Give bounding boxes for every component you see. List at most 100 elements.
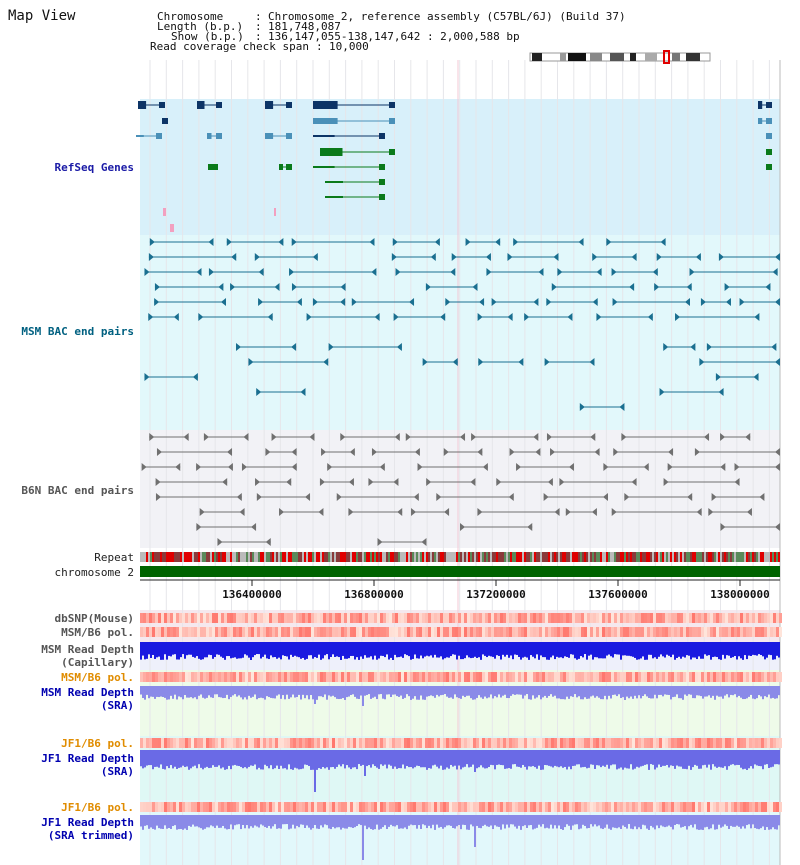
jf1-trim-depth — [362, 815, 364, 860]
msm-cap-depth — [224, 642, 226, 660]
jf1-pol2-cell — [779, 802, 782, 812]
b6n-bac-end — [631, 478, 637, 486]
jf1-pol-cell — [458, 738, 461, 748]
jf1-trim-depth — [680, 815, 682, 828]
jf1-sra-depth — [500, 750, 502, 766]
repeat-mark — [592, 552, 594, 562]
jf1-pol-cell — [503, 738, 506, 748]
b6n-bac-end — [155, 478, 161, 486]
jf1-pol2-cell — [728, 802, 731, 812]
msm-pol-cell — [659, 627, 662, 637]
jf1-pol2-cell — [203, 802, 206, 812]
jf1-pol2-cell — [170, 802, 173, 812]
jf1-pol2-cell — [743, 802, 746, 812]
msm-pol2-cell — [356, 672, 359, 682]
repeat-mark — [320, 552, 322, 562]
jf1-pol-cell — [608, 738, 611, 748]
msm-sra-depth — [266, 686, 268, 697]
jf1-trim-depth — [364, 815, 366, 826]
jf1-pol2-cell — [527, 802, 530, 812]
msm-sra-depth — [522, 686, 524, 699]
msm-bac-end — [445, 298, 451, 306]
msm-pol-cell — [560, 627, 563, 637]
dbsnp-cell — [503, 613, 506, 623]
jf1-trim-depth — [726, 815, 728, 826]
msm-sra-depth — [444, 686, 446, 695]
msm-cap-depth — [664, 642, 666, 658]
b6n-bac-end — [775, 463, 780, 471]
msm-pol-cell — [452, 627, 455, 637]
msm-sra-depth — [688, 686, 690, 695]
repeat-mark — [444, 552, 446, 562]
msm-cap-depth — [560, 642, 562, 658]
b6n-bac-end — [746, 508, 752, 516]
jf1-pol2-cell — [761, 802, 764, 812]
jf1-trim-depth — [246, 815, 248, 826]
msm-pol2-cell — [569, 672, 572, 682]
ideogram-band — [686, 53, 700, 61]
jf1-pol-cell — [704, 738, 707, 748]
msm-cap-depth — [588, 642, 590, 656]
jf1-sra-depth — [654, 750, 656, 770]
msm-cap-depth — [324, 642, 326, 656]
msm-sra-depth — [652, 686, 654, 699]
jf1-sra-depth — [578, 750, 580, 765]
msm-cap-depth — [592, 642, 594, 660]
repeat-mark — [260, 552, 262, 562]
jf1-sra-depth — [678, 750, 680, 767]
repeat-mark — [576, 552, 578, 562]
msm-pol2-cell — [698, 672, 701, 682]
msm-sra-depth — [262, 686, 264, 699]
repeat-mark — [228, 552, 230, 562]
msm-pol-cell — [179, 627, 182, 637]
jf1-pol-cell — [596, 738, 599, 748]
dbsnp-cell — [269, 613, 272, 623]
repeat-mark — [682, 552, 684, 562]
jf1-pol-cell — [563, 738, 566, 748]
jf1-pol2-cell — [158, 802, 161, 812]
jf1-sra-depth — [620, 750, 622, 768]
jf1-pol-cell — [404, 738, 407, 748]
jf1-sra-depth — [682, 750, 684, 769]
repeat-mark — [654, 552, 656, 562]
jf1-sra-depth — [592, 750, 594, 765]
msm-pol2-cell — [464, 672, 467, 682]
repeat-mark — [162, 552, 164, 562]
jf1-pol-cell — [296, 738, 299, 748]
jf1-pol2-cell — [557, 802, 560, 812]
msm-pol2-cell — [194, 672, 197, 682]
jf1-pol2-cell — [581, 802, 584, 812]
repeat-mark — [562, 552, 564, 562]
jf1-trim-depth — [754, 815, 756, 829]
jf1-pol-cell — [521, 738, 524, 748]
jf1-trim-depth — [382, 815, 384, 828]
jf1-pol-cell — [413, 738, 416, 748]
msm-cap-depth — [310, 642, 312, 656]
repeat-mark — [772, 552, 774, 562]
repeat-mark — [520, 552, 522, 562]
jf1-trim-depth — [692, 815, 694, 828]
axis-tick-label: 136400000 — [222, 588, 282, 601]
jf1-pol-cell — [587, 738, 590, 748]
msm-cap-depth — [770, 642, 772, 656]
jf1-trim-depth — [740, 815, 742, 829]
repeat-mark — [360, 552, 362, 562]
msm-bac-end — [472, 283, 478, 291]
jf1-pol2-cell — [764, 802, 767, 812]
jf1-sra-depth — [696, 750, 698, 766]
msm-pol2-cell — [167, 672, 170, 682]
jf1-pol2-cell — [503, 802, 506, 812]
repeat-mark — [486, 552, 488, 562]
repeat-mark — [400, 552, 402, 562]
jf1-trim-depth — [332, 815, 334, 827]
msm-sra-depth — [354, 686, 356, 697]
jf1-pol-cell — [194, 738, 197, 748]
msm-sra-depth — [764, 686, 766, 697]
jf1-pol-cell — [599, 738, 602, 748]
repeat-mark — [154, 552, 156, 562]
jf1-pol-cell — [695, 738, 698, 748]
jf1-trim-depth — [694, 815, 696, 825]
repeat-mark — [504, 552, 506, 562]
jf1-pol2-cell — [275, 802, 278, 812]
